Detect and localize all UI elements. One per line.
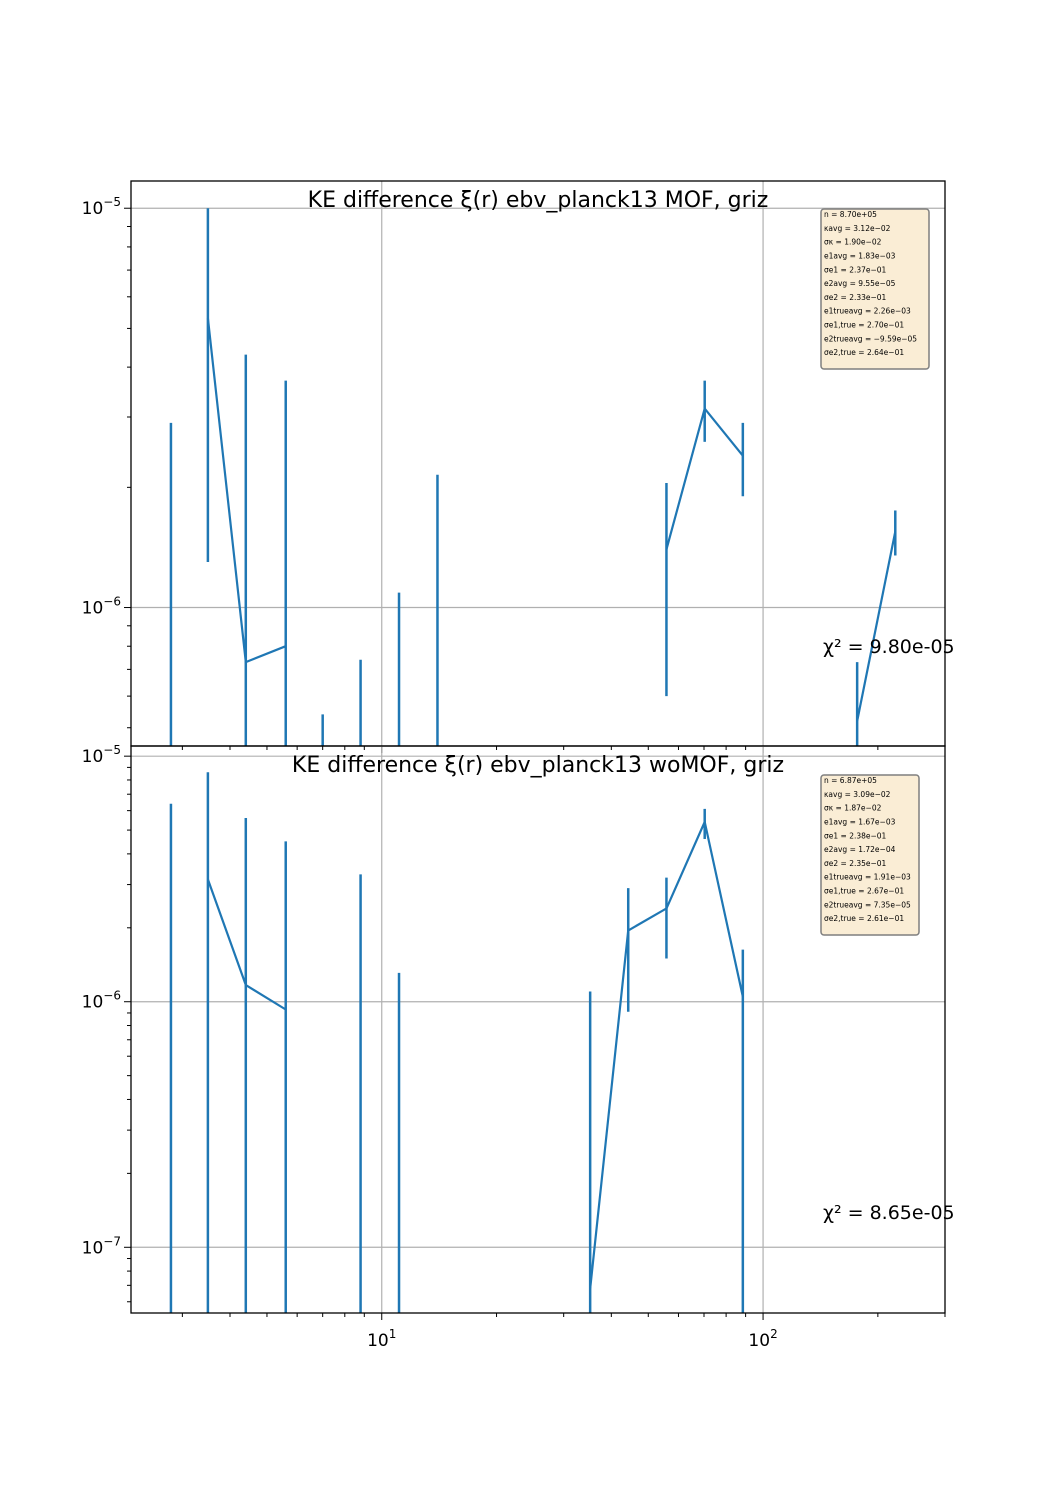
stat-line: σκ = 1.90e−02 — [824, 238, 882, 247]
stat-line: n = 8.70e+05 — [824, 210, 877, 219]
chi-square-label: χ² = 8.65e-05 — [823, 1202, 955, 1224]
plot-area — [169, 772, 745, 1313]
data-point — [703, 821, 706, 823]
data-point — [627, 929, 630, 932]
data-point — [742, 995, 744, 998]
y-tick-label: 10−6 — [82, 989, 121, 1013]
stat-line: σe2 = 2.33e−01 — [824, 293, 887, 302]
stat-line: κavg = 3.09e−02 — [824, 790, 891, 799]
stat-line: e2trueavg = −9.59e−05 — [824, 334, 917, 343]
grid — [131, 746, 945, 1313]
stat-line: e2trueavg = 7.35e−05 — [824, 900, 911, 909]
data-point — [207, 317, 209, 320]
y-tick-label: 10−5 — [82, 743, 121, 767]
stat-line: e2avg = 9.55e−05 — [824, 279, 896, 288]
data-point — [742, 454, 744, 457]
stats-box-frame — [820, 774, 920, 936]
grid — [131, 181, 945, 746]
stat-line: e2avg = 1.72e−04 — [824, 845, 896, 854]
chart-title: KE difference ξ(r) ebv_planck13 woMOF, g… — [292, 753, 784, 778]
stat-line: σe1 = 2.38e−01 — [824, 831, 887, 840]
stat-line: σe1 = 2.37e−01 — [824, 265, 887, 274]
stat-line: n = 6.87e+05 — [824, 776, 877, 785]
plot-area — [169, 208, 897, 746]
stat-line: κavg = 3.12e−02 — [824, 224, 891, 233]
y-tick-label: 10−5 — [82, 195, 121, 219]
y-tick-label: 10−7 — [82, 1234, 121, 1258]
series-line — [856, 531, 897, 722]
stat-line: σe2,true = 2.64e−01 — [824, 348, 904, 357]
data-point — [244, 984, 247, 986]
stat-line: σe2 = 2.35e−01 — [824, 859, 887, 868]
stats-box: n = 6.87e+05 κavg = 3.09e−02 σκ = 1.87e−02… — [820, 774, 920, 936]
stat-line: σe1,true = 2.67e−01 — [824, 887, 904, 896]
axis-ticks — [124, 755, 946, 1320]
stat-line: σe1,true = 2.70e−01 — [824, 321, 904, 330]
data-point — [284, 645, 287, 648]
data-point — [589, 1287, 591, 1290]
data-point — [244, 661, 247, 663]
stat-line: e1trueavg = 2.26e−03 — [824, 307, 911, 316]
data-point — [703, 407, 706, 410]
chi-square-label: χ² = 9.80e-05 — [823, 636, 955, 658]
y-tick-label: 10−6 — [82, 595, 121, 619]
data-point — [284, 1008, 287, 1011]
stat-line: σe2,true = 2.61e−01 — [824, 914, 904, 923]
axes-frame — [130, 745, 946, 1314]
data-point — [894, 530, 897, 533]
chart-panel-2: 10−7 10−6 10−5 101 102 KE difference ξ(r) ebv… — [82, 743, 955, 1351]
stat-line: e1trueavg = 1.91e−03 — [824, 873, 911, 882]
x-tick-label: 102 — [748, 1327, 777, 1351]
data-point — [856, 720, 858, 722]
data-point — [665, 907, 668, 910]
chart-title: KE difference ξ(r) ebv_planck13 MOF, gri… — [308, 188, 769, 213]
stats-box-frame — [820, 208, 930, 370]
stat-line: e1avg = 1.67e−03 — [824, 817, 896, 826]
stat-line: e1avg = 1.83e−03 — [824, 251, 896, 260]
stat-line: σκ = 1.87e−02 — [824, 804, 882, 813]
chart-panel-1: 10−6 10−5 KE difference ξ(r) ebv_planck13 … — [82, 180, 955, 753]
x-tick-label: 101 — [367, 1327, 396, 1351]
data-point — [207, 878, 209, 881]
data-point — [665, 548, 668, 550]
stats-box: n = 8.70e+05 κavg = 3.12e−02 σκ = 1.90e−02… — [820, 208, 930, 370]
